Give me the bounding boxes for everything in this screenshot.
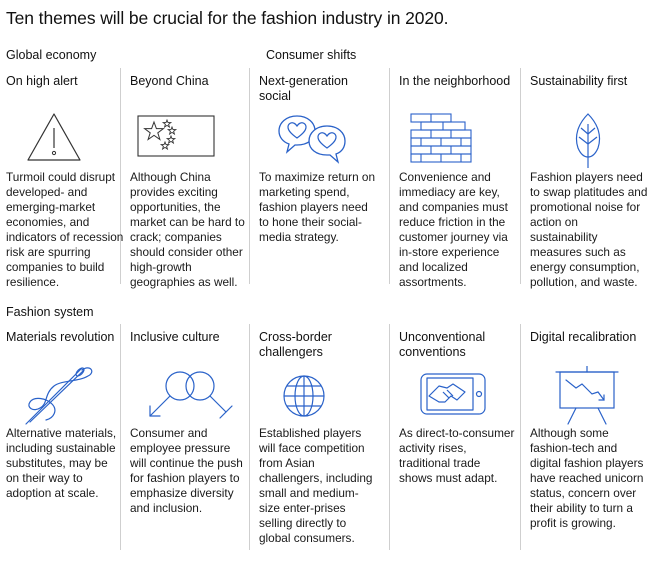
column-divider xyxy=(120,324,121,550)
section-label-consumer-shifts: Consumer shifts xyxy=(266,48,357,62)
theme-title: Beyond China xyxy=(130,74,209,88)
column-divider xyxy=(249,68,250,284)
theme-title: Materials revolution xyxy=(6,330,115,344)
column-divider xyxy=(249,324,250,550)
column-divider xyxy=(389,68,390,284)
section-label-fashion-system: Fashion system xyxy=(6,305,94,319)
theme-description: Turmoil could disrupt developed- and eme… xyxy=(6,170,124,289)
theme-description: Although some fashion-tech and digital f… xyxy=(530,426,644,530)
theme-description: To maximize return on marketing spend, f… xyxy=(259,170,376,244)
warning-triangle-icon xyxy=(6,110,124,180)
theme-title: Inclusive culture xyxy=(130,330,220,344)
heart-chat-bubbles-icon xyxy=(259,110,377,180)
theme-description: Fashion players need to swap platitudes … xyxy=(530,170,648,289)
column-divider xyxy=(520,324,521,550)
theme-title: On high alert xyxy=(6,74,78,88)
leaf-icon xyxy=(530,110,648,180)
gender-symbols-icon xyxy=(130,366,248,436)
theme-description: Established players will face competitio… xyxy=(259,426,373,545)
globe-icon xyxy=(259,366,377,436)
column-divider xyxy=(520,68,521,284)
page-title: Ten themes will be crucial for the fashi… xyxy=(6,8,449,28)
theme-title: Cross-border challengers xyxy=(259,330,332,359)
brick-wall-icon xyxy=(399,110,517,180)
theme-title: Unconventional conventions xyxy=(399,330,486,359)
theme-description: Convenience and immediacy are key, and c… xyxy=(399,170,508,289)
column-divider xyxy=(120,68,121,284)
theme-description: Consumer and employee pressure will cont… xyxy=(130,426,243,515)
theme-description: Alternative materials, including sustain… xyxy=(6,426,117,500)
column-divider xyxy=(389,324,390,550)
theme-title: Next-generation social xyxy=(259,74,348,103)
theme-description: As direct-to-consumer activity rises, tr… xyxy=(399,426,515,485)
phone-handshake-icon xyxy=(399,366,517,436)
declining-chart-board-icon xyxy=(530,366,648,436)
china-flag-icon xyxy=(130,110,248,180)
theme-description: Although China provides exciting opportu… xyxy=(130,170,245,289)
theme-title: Sustainability first xyxy=(530,74,628,88)
theme-title: In the neighborhood xyxy=(399,74,511,88)
section-label-global-economy: Global economy xyxy=(6,48,97,62)
theme-title: Digital recalibration xyxy=(530,330,637,344)
needle-thread-icon xyxy=(6,366,124,436)
